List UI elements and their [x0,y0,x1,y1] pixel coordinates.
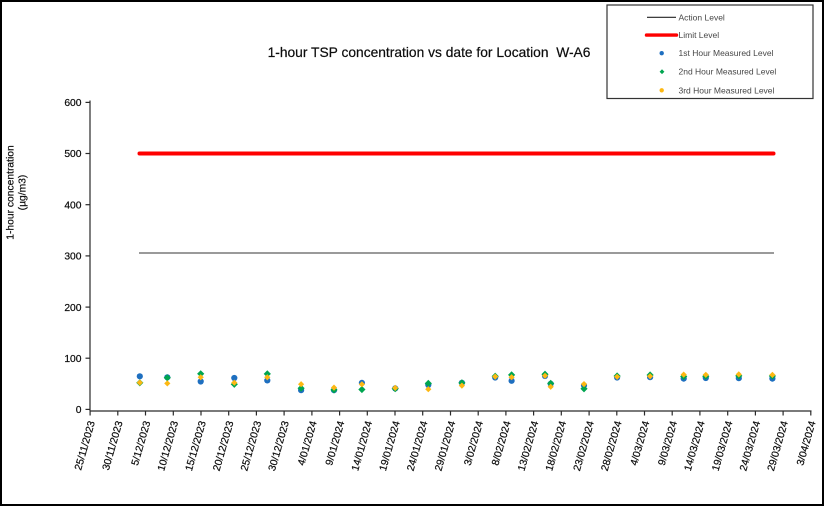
svg-text:300: 300 [64,252,81,263]
svg-text:400: 400 [64,200,81,211]
svg-text:100: 100 [64,354,81,365]
svg-text:1-hour concentration: 1-hour concentration [6,145,17,240]
svg-text:600: 600 [64,98,81,109]
svg-text:500: 500 [64,149,81,160]
svg-text:3rd Hour Measured Level: 3rd Hour Measured Level [679,85,775,95]
svg-text:1-hour TSP concentration vs da: 1-hour TSP concentration vs date for Loc… [268,45,591,60]
svg-text:200: 200 [64,303,81,314]
svg-text:1st Hour Measured Level: 1st Hour Measured Level [679,48,774,58]
svg-text:0: 0 [76,405,82,416]
svg-text:(µg/m3): (µg/m3) [17,175,28,211]
svg-text:Action Level: Action Level [679,12,725,22]
svg-text:2nd Hour Measured Level: 2nd Hour Measured Level [679,67,777,77]
svg-text:Limit Level: Limit Level [679,30,720,40]
